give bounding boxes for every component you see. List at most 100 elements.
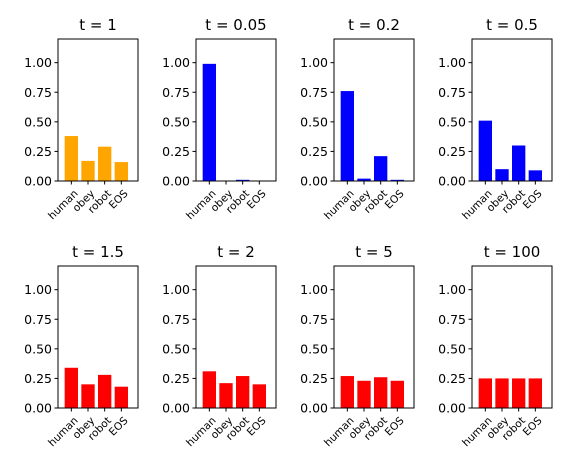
- x-tick-label: EOS: [245, 415, 269, 439]
- axes-frame: [195, 265, 277, 409]
- subplot-2: t = 0.05humanobeyrobotEOS0.000.250.500.7…: [162, 16, 277, 222]
- y-tick-label: 0.75: [300, 312, 328, 327]
- y-tick-label: 1.00: [438, 55, 466, 70]
- subplot-title: t = 0.5: [486, 16, 538, 34]
- bar-eos: [252, 384, 266, 408]
- y-tick-label: 1.00: [162, 282, 190, 297]
- y-tick-label: 0.25: [24, 144, 52, 159]
- subplot-5: t = 1.5humanobeyrobotEOS0.000.250.500.75…: [24, 243, 139, 449]
- x-tick-label: EOS: [521, 415, 545, 439]
- y-tick-label: 0.25: [438, 371, 466, 386]
- y-tick-label: 0.25: [300, 371, 328, 386]
- axes-frame: [57, 38, 139, 182]
- axes-frame: [333, 265, 415, 409]
- bar-human: [202, 371, 216, 408]
- subplot-8: t = 100humanobeyrobotEOS0.000.250.500.75…: [438, 243, 553, 449]
- subplot-title: t = 0.05: [205, 16, 266, 34]
- y-tick-label: 0.50: [162, 114, 190, 129]
- bar-human: [340, 376, 354, 408]
- bar-obey: [495, 378, 509, 408]
- y-tick-label: 0.25: [24, 371, 52, 386]
- bar-obey: [357, 380, 371, 408]
- subplot-6: t = 2humanobeyrobotEOS0.000.250.500.751.…: [162, 243, 277, 449]
- y-tick-label: 1.00: [300, 55, 328, 70]
- axes-frame: [471, 265, 553, 409]
- bar-human: [478, 378, 492, 408]
- y-tick-label: 0.00: [438, 174, 466, 189]
- bar-robot: [236, 376, 250, 408]
- y-tick-label: 1.00: [300, 282, 328, 297]
- x-tick-label: EOS: [521, 188, 545, 212]
- subplot-4: t = 0.5humanobeyrobotEOS0.000.250.500.75…: [438, 16, 553, 222]
- y-tick-label: 0.75: [162, 85, 190, 100]
- y-tick-label: 0.50: [300, 114, 328, 129]
- y-tick-label: 0.75: [438, 85, 466, 100]
- y-tick-label: 0.00: [162, 174, 190, 189]
- y-tick-label: 0.25: [162, 371, 190, 386]
- subplot-1: t = 1humanobeyrobotEOS0.000.250.500.751.…: [24, 16, 139, 222]
- bar-human: [64, 367, 78, 408]
- y-tick-label: 0.25: [300, 144, 328, 159]
- bar-robot: [236, 179, 250, 181]
- y-tick-label: 0.50: [438, 341, 466, 356]
- bar-robot: [374, 156, 388, 181]
- bar-eos: [390, 380, 404, 408]
- y-tick-label: 0.50: [300, 341, 328, 356]
- subplot-title: t = 5: [355, 243, 393, 261]
- x-tick-label: EOS: [383, 188, 407, 212]
- bar-human: [478, 120, 492, 181]
- subplot-title: t = 1.5: [72, 243, 124, 261]
- bar-eos: [528, 170, 542, 181]
- y-tick-label: 0.50: [162, 341, 190, 356]
- bar-eos: [390, 179, 404, 181]
- bar-human: [64, 136, 78, 181]
- bar-eos: [528, 378, 542, 408]
- y-tick-label: 0.00: [300, 401, 328, 416]
- axes-frame: [471, 38, 553, 182]
- y-tick-label: 0.50: [24, 114, 52, 129]
- bar-obey: [357, 178, 371, 181]
- y-tick-label: 1.00: [24, 282, 52, 297]
- subplot-title: t = 0.2: [348, 16, 400, 34]
- bar-obey: [81, 384, 95, 408]
- axes-frame: [57, 265, 139, 409]
- subplot-title: t = 1: [79, 16, 117, 34]
- y-tick-label: 0.00: [438, 401, 466, 416]
- y-tick-label: 0.00: [300, 174, 328, 189]
- y-tick-label: 0.00: [162, 401, 190, 416]
- x-tick-label: EOS: [107, 415, 131, 439]
- y-tick-label: 0.75: [438, 312, 466, 327]
- bar-eos: [114, 386, 128, 408]
- subplot-title: t = 2: [217, 243, 255, 261]
- y-tick-label: 0.00: [24, 174, 52, 189]
- bar-robot: [374, 377, 388, 408]
- bar-obey: [81, 160, 95, 181]
- y-tick-label: 0.75: [24, 312, 52, 327]
- bar-robot: [98, 146, 112, 181]
- bar-human: [202, 63, 216, 181]
- y-tick-label: 0.25: [438, 144, 466, 159]
- x-tick-label: EOS: [383, 415, 407, 439]
- y-tick-label: 1.00: [162, 55, 190, 70]
- y-tick-label: 0.75: [300, 85, 328, 100]
- bar-robot: [98, 374, 112, 408]
- x-tick-label: EOS: [245, 188, 269, 212]
- y-tick-label: 1.00: [24, 55, 52, 70]
- bar-robot: [512, 145, 526, 181]
- bar-human: [340, 91, 354, 181]
- bar-eos: [114, 162, 128, 181]
- y-tick-label: 0.25: [162, 144, 190, 159]
- y-tick-label: 0.00: [24, 401, 52, 416]
- y-tick-label: 0.75: [24, 85, 52, 100]
- axes-frame: [195, 38, 277, 182]
- subplot-3: t = 0.2humanobeyrobotEOS0.000.250.500.75…: [300, 16, 415, 222]
- bar-obey: [219, 383, 233, 408]
- bar-obey: [495, 169, 509, 181]
- y-tick-label: 0.75: [162, 312, 190, 327]
- y-tick-label: 1.00: [438, 282, 466, 297]
- axes-frame: [333, 38, 415, 182]
- x-tick-label: EOS: [107, 188, 131, 212]
- y-tick-label: 0.50: [438, 114, 466, 129]
- y-tick-label: 0.50: [24, 341, 52, 356]
